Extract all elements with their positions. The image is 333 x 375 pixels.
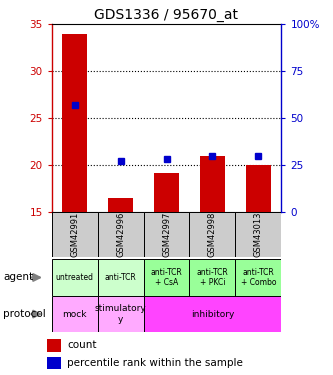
Bar	[52, 259, 98, 296]
Text: stimulatory
y: stimulatory y	[95, 304, 147, 324]
Text: anti-TCR
+ PKCi: anti-TCR + PKCi	[196, 268, 228, 287]
Text: GSM42996: GSM42996	[116, 211, 125, 257]
Bar	[52, 296, 98, 332]
Bar	[235, 212, 281, 257]
Text: GSM42997: GSM42997	[162, 211, 171, 257]
Bar	[52, 212, 98, 257]
Text: GSM42998: GSM42998	[208, 211, 217, 257]
Text: mock: mock	[62, 310, 87, 318]
Bar	[47, 339, 61, 352]
Bar	[189, 259, 235, 296]
Text: GSM42991: GSM42991	[70, 212, 79, 257]
Text: untreated: untreated	[56, 273, 94, 282]
Text: agent: agent	[3, 273, 33, 282]
Text: count: count	[67, 340, 97, 350]
Text: inhibitory: inhibitory	[191, 310, 234, 318]
Bar	[108, 198, 133, 212]
Bar	[144, 259, 189, 296]
Bar	[144, 296, 281, 332]
Bar	[98, 259, 144, 296]
Text: GSM43013: GSM43013	[254, 211, 263, 257]
Text: anti-TCR
+ Combo: anti-TCR + Combo	[241, 268, 276, 287]
Text: anti-TCR
+ CsA: anti-TCR + CsA	[151, 268, 182, 287]
Bar	[189, 212, 235, 257]
Bar	[246, 165, 271, 212]
Bar	[144, 212, 189, 257]
Bar	[200, 156, 225, 212]
Bar	[98, 212, 144, 257]
Bar	[235, 259, 281, 296]
Text: protocol: protocol	[3, 309, 46, 319]
Bar	[47, 357, 61, 369]
Bar	[98, 296, 144, 332]
Bar	[154, 172, 179, 212]
Bar	[62, 34, 87, 212]
Title: GDS1336 / 95670_at: GDS1336 / 95670_at	[95, 8, 238, 22]
Text: percentile rank within the sample: percentile rank within the sample	[67, 358, 243, 368]
Text: anti-TCR: anti-TCR	[105, 273, 137, 282]
